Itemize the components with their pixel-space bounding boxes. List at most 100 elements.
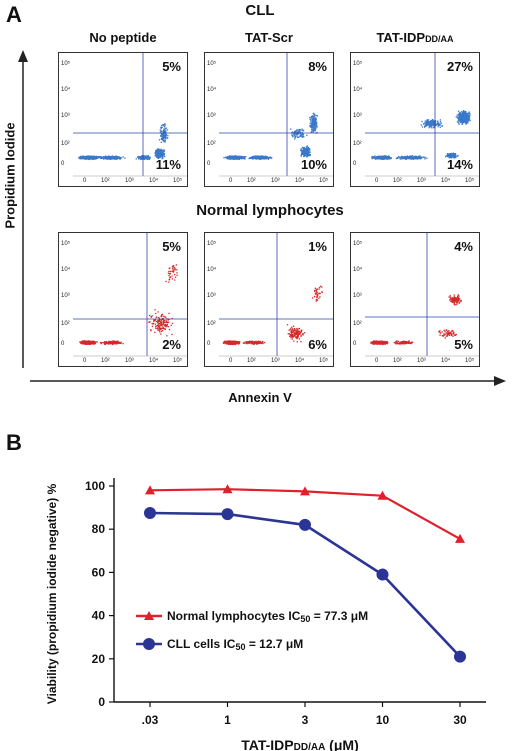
x-tick-label: 10 <box>376 713 390 727</box>
x-tick-label: 10² <box>101 358 110 364</box>
y-tick-label: 10⁵ <box>207 241 217 247</box>
panel-a-letter: A <box>6 2 22 27</box>
y-tick-label: 0 <box>353 341 357 347</box>
x-tick-label: 10² <box>247 358 256 364</box>
circle-marker <box>454 650 466 663</box>
y-tick-label: 10³ <box>353 113 362 119</box>
y-tick-label: 10² <box>353 141 362 147</box>
upper-right-percent: 1% <box>308 239 327 254</box>
circle-marker <box>376 568 389 581</box>
y-tick-label: 10⁴ <box>61 267 71 273</box>
y-axis-arrow <box>18 50 28 368</box>
y-tick-label: 0 <box>207 341 211 347</box>
y-tick-label: 100 <box>85 479 105 493</box>
normal-plot-2: 10⁵ 10⁴ 10³ 10² 0 0 10² 10³ 10⁴ 10⁵ 1% 6% <box>204 232 334 367</box>
y-tick-label: 0 <box>61 341 65 347</box>
y-tick-label: 10² <box>207 321 216 327</box>
y-tick-label: 10⁵ <box>207 61 217 67</box>
triangle-marker <box>377 490 388 500</box>
x-axis-label: TAT-IDPDD/AA (μM) <box>241 737 359 751</box>
lower-right-percent: 10% <box>300 157 327 172</box>
y-tick-label: 10⁵ <box>61 241 71 247</box>
y-tick-label: 0 <box>98 695 105 709</box>
upper-right-percent: 5% <box>162 239 181 254</box>
y-tick-label: 10³ <box>207 113 216 119</box>
lower-right-percent: 5% <box>454 337 473 352</box>
x-tick-label: 10⁴ <box>441 358 451 364</box>
cll-plot-1: 10⁵ 10⁴ 10³ 10² 0 0 10² 10³ 10⁴ 10⁵ 5% 11% <box>58 52 188 187</box>
x-tick-label: 10³ <box>271 358 280 364</box>
panel-b-letter: B <box>6 430 22 455</box>
legend-label-2: CLL cells IC50 = 12.7 μM <box>167 637 303 652</box>
x-tick-label: 10⁵ <box>465 358 475 364</box>
y-tick-label: 10³ <box>207 293 216 299</box>
x-tick-label: 10⁴ <box>295 178 305 184</box>
cll-plot-3: 10⁵ 10⁴ 10³ 10² 0 0 10² 10³ 10⁴ 10⁵ 27% 14% <box>350 52 480 187</box>
y-tick-label: 10⁴ <box>207 87 217 93</box>
x-tick-label: 10³ <box>271 178 280 184</box>
x-tick-label: 0 <box>229 178 233 184</box>
x-tick-label: 10³ <box>125 358 134 364</box>
x-tick-label: 10⁵ <box>173 358 183 364</box>
lower-right-percent: 6% <box>308 337 327 352</box>
x-tick-label: 10³ <box>125 178 134 184</box>
col-header-tat-idp: TAT-IDPDD/AA <box>376 30 454 45</box>
col-header-no-peptide: No peptide <box>89 30 157 45</box>
normal-plot-3: 10⁵ 10⁴ 10³ 10² 0 0 10² 10³ 10⁴ 10⁵ 4% 5% <box>350 232 480 367</box>
x-tick-label: 10⁵ <box>173 178 183 184</box>
y-tick-label: 10² <box>61 321 70 327</box>
triangle-marker <box>300 486 310 496</box>
triangle-marker <box>455 533 465 543</box>
x-tick-label: 10⁵ <box>465 178 475 184</box>
x-tick-label: 10² <box>393 178 402 184</box>
x-tick-label: 0 <box>375 358 379 364</box>
legend-circle-marker <box>143 638 155 650</box>
x-tick-label: 0 <box>229 358 233 364</box>
x-tick-label: 10² <box>393 358 402 364</box>
x-tick-label: 10⁵ <box>319 358 329 364</box>
lower-right-percent: 14% <box>446 157 473 172</box>
normal-plot-1: 10⁵ 10⁴ 10³ 10² 0 0 10² 10³ 10⁴ 10⁵ 5% 2% <box>58 232 188 367</box>
x-tick-label: 0 <box>375 178 379 184</box>
lower-right-percent: 11% <box>155 157 181 172</box>
y-tick-label: 10⁵ <box>61 61 71 67</box>
y-tick-label: 10⁴ <box>61 87 71 93</box>
y-tick-label: 40 <box>92 609 106 623</box>
x-tick-label: 10³ <box>417 178 426 184</box>
x-tick-label: 10² <box>101 178 110 184</box>
col-header-tat-scr: TAT-Scr <box>245 30 293 45</box>
x-tick-label: 10⁴ <box>149 358 159 364</box>
y-tick-label: 10⁴ <box>353 87 363 93</box>
y-tick-label: 0 <box>207 161 211 167</box>
x-tick-label: 30 <box>453 713 467 727</box>
y-tick-label: 10⁴ <box>207 267 217 273</box>
y-tick-label: 20 <box>92 652 106 666</box>
y-tick-label: 80 <box>92 522 106 536</box>
triangle-marker <box>145 485 155 495</box>
cll-plot-2: 10⁵ 10⁴ 10³ 10² 0 0 10² 10³ 10⁴ 10⁵ 8% 10% <box>204 52 334 187</box>
upper-right-percent: 27% <box>446 59 473 74</box>
y-tick-label: 10³ <box>61 293 70 299</box>
circle-marker <box>144 507 156 519</box>
x-axis-label: Annexin V <box>228 390 292 405</box>
y-tick-label: 0 <box>61 161 65 167</box>
x-tick-label: .03 <box>142 713 159 727</box>
x-tick-label: 0 <box>83 178 87 184</box>
legend-triangle-marker <box>144 611 154 620</box>
upper-right-percent: 5% <box>162 59 181 74</box>
y-tick-label: 10² <box>353 321 362 327</box>
y-tick-label: 10⁵ <box>353 241 363 247</box>
circle-marker <box>299 518 311 531</box>
lower-right-percent: 2% <box>162 337 181 352</box>
x-tick-label: 3 <box>302 713 309 727</box>
y-tick-label: 60 <box>92 565 106 579</box>
x-tick-label: 1 <box>224 713 231 727</box>
x-tick-label: 10² <box>247 178 256 184</box>
y-axis-label: Propidium Iodide <box>2 122 18 229</box>
y-tick-label: 10³ <box>353 293 362 299</box>
y-tick-label: 10⁴ <box>353 267 363 273</box>
cll-title: CLL <box>245 2 275 19</box>
x-tick-label: 10⁵ <box>319 178 329 184</box>
y-tick-label: 10³ <box>61 113 70 119</box>
y-tick-label: 10² <box>207 141 216 147</box>
